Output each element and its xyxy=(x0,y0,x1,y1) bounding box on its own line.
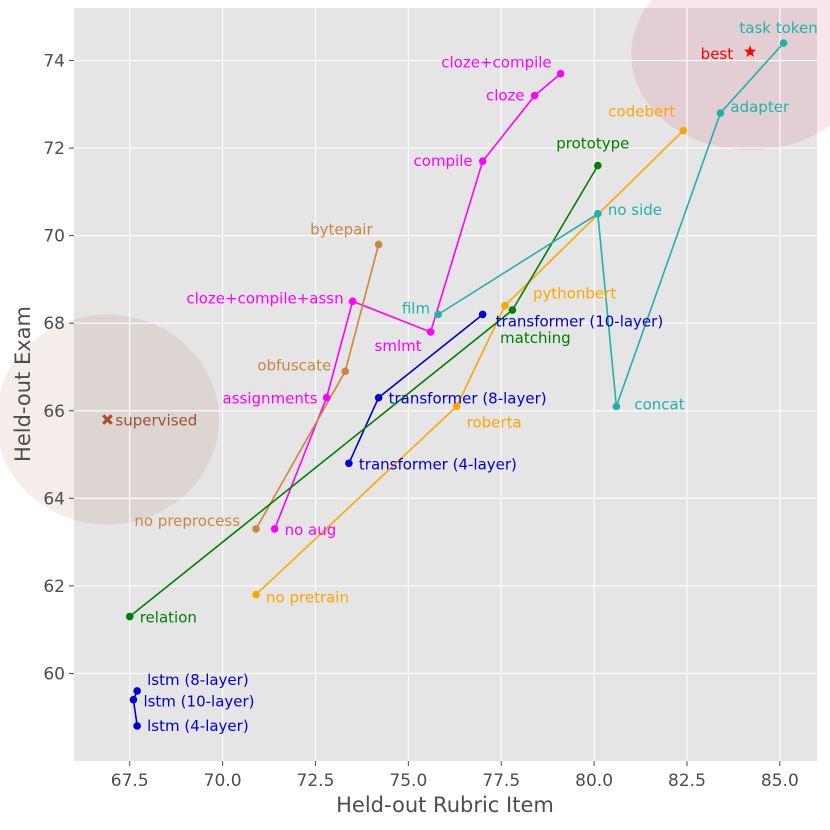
point-matching xyxy=(508,306,517,314)
x-tick-label: 77.5 xyxy=(482,771,520,791)
point-prototype xyxy=(594,161,602,170)
y-tick-label: 70 xyxy=(43,227,65,247)
label-compile: compile xyxy=(414,152,473,170)
plot-background xyxy=(74,8,817,761)
point-lstm-10-layer xyxy=(129,695,138,704)
x-tick-label: 72.5 xyxy=(297,771,335,791)
point-pythonbert xyxy=(501,301,509,310)
point-adapter xyxy=(716,109,725,117)
label-transformer-8-layer: transformer (8-layer) xyxy=(389,390,547,408)
point-bytepair xyxy=(374,240,383,249)
point-transformer-8-layer xyxy=(374,393,383,402)
label-codebert: codebert xyxy=(608,103,675,121)
x-tick-label: 70.0 xyxy=(204,771,242,791)
point-film xyxy=(434,310,442,319)
x-tick-label: 75.0 xyxy=(389,771,427,791)
label-lstm-4-layer: lstm (4-layer) xyxy=(147,717,249,735)
point-no-preprocess xyxy=(252,525,260,533)
point-assignments xyxy=(322,393,331,402)
label-no-preprocess: no preprocess xyxy=(134,512,240,530)
x-tick-label: 85.0 xyxy=(761,771,799,791)
y-axis-title: Held-out Exam xyxy=(11,306,35,462)
point-no-pretrain xyxy=(252,590,260,599)
point-lstm-4-layer xyxy=(133,722,141,730)
y-tick-label: 74 xyxy=(43,52,65,72)
label-no-pretrain: no pretrain xyxy=(266,589,349,607)
label-cloze-compile: cloze+compile xyxy=(441,54,551,72)
x-tick-label: 80.0 xyxy=(575,771,613,791)
point-transformer-10-layer xyxy=(478,310,487,319)
label-assignments: assignments xyxy=(223,390,318,408)
label-lstm-10-layer: lstm (10-layer) xyxy=(143,693,254,711)
point-lstm-8-layer xyxy=(133,687,141,695)
point-no-side xyxy=(594,209,602,218)
marker-supervised xyxy=(102,414,113,425)
point-obfuscate xyxy=(341,367,349,376)
point-codebert xyxy=(679,126,688,135)
point-cloze xyxy=(530,91,539,100)
y-tick-label: 68 xyxy=(43,314,65,334)
point-cloze-compile xyxy=(556,69,565,78)
label-transformer-10-layer: transformer (10-layer) xyxy=(496,312,664,330)
x-axis-title: Held-out Rubric Item xyxy=(336,793,554,817)
point-roberta xyxy=(452,402,461,411)
label-best: best xyxy=(701,45,734,63)
x-tick-label: 67.5 xyxy=(111,771,149,791)
y-tick-label: 64 xyxy=(43,489,65,509)
y-tick-label: 66 xyxy=(43,402,65,422)
label-film: film xyxy=(402,299,430,317)
label-cloze-compile-assn: cloze+compile+assn xyxy=(186,289,343,307)
label-obfuscate: obfuscate xyxy=(257,356,331,374)
y-tick-label: 62 xyxy=(43,577,65,597)
point-cloze-compile-assn xyxy=(348,297,357,306)
label-no-side: no side xyxy=(608,201,662,219)
label-no-aug: no aug xyxy=(285,521,337,539)
label-supervised: supervised xyxy=(115,412,197,430)
point-task-token xyxy=(779,39,788,47)
label-task-token: task token xyxy=(739,19,817,37)
label-bytepair: bytepair xyxy=(310,220,373,238)
label-cloze: cloze xyxy=(486,87,525,105)
label-prototype: prototype xyxy=(556,135,629,153)
point-relation xyxy=(125,612,134,621)
label-adapter: adapter xyxy=(730,98,790,116)
point-smlmt xyxy=(426,328,435,336)
x-tick-label: 82.5 xyxy=(668,771,706,791)
label-pythonbert: pythonbert xyxy=(533,285,616,303)
point-transformer-4-layer xyxy=(345,459,353,468)
label-smlmt: smlmt xyxy=(375,337,422,355)
label-concat: concat xyxy=(634,395,684,413)
label-relation: relation xyxy=(140,609,197,627)
point-concat xyxy=(612,402,621,411)
point-no-aug xyxy=(270,525,279,533)
y-tick-label: 60 xyxy=(43,664,65,684)
y-tick-label: 72 xyxy=(43,139,65,159)
label-transformer-4-layer: transformer (4-layer) xyxy=(359,455,517,473)
label-matching: matching xyxy=(500,329,571,347)
label-roberta: roberta xyxy=(467,413,522,431)
series-line-orange xyxy=(255,130,684,596)
point-compile xyxy=(478,157,487,166)
marker-best xyxy=(743,45,757,57)
label-lstm-8-layer: lstm (8-layer) xyxy=(147,671,249,689)
